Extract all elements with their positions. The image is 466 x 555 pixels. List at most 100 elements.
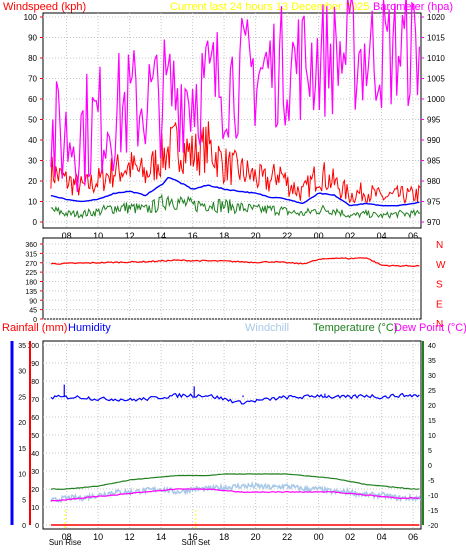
- sunset-label: Sun Set: [182, 538, 211, 547]
- rain-tick-label: 5: [22, 497, 26, 504]
- wind-panel-grid: [43, 13, 421, 228]
- temperature-tick-label: 20: [428, 403, 436, 410]
- rain-tick-label: 0: [22, 523, 26, 530]
- y-left-tick-label: 90: [29, 298, 37, 305]
- wind-panel-series: [50, 0, 421, 220]
- humidity-tick-label: 90: [31, 361, 39, 368]
- humidity-tick-label: 10: [31, 505, 39, 512]
- y-right-tick-label: 985: [427, 157, 441, 166]
- temperature-panel-ticks: 010203040506070809010005101520253035-20-…: [18, 343, 438, 547]
- x-tick-label: 08: [62, 532, 72, 542]
- x-tick-label: 00: [314, 532, 324, 542]
- humidity-tick-label: 80: [31, 379, 39, 386]
- y-left-tick-label: 315: [25, 251, 37, 258]
- temperature-tick-label: 35: [428, 358, 436, 365]
- temperature-tick-label: 25: [428, 388, 436, 395]
- rain-tick-label: 35: [18, 343, 26, 350]
- y-left-tick-label: 90: [28, 34, 37, 43]
- wind-direction-line: [50, 257, 420, 268]
- wind-low-line: [50, 193, 421, 220]
- x-tick-label: 08: [62, 231, 72, 241]
- x-tick-label: 06: [408, 532, 418, 542]
- windspeed-line: [50, 121, 421, 204]
- compass-label: E: [436, 299, 443, 310]
- y-left-tick-label: 270: [25, 261, 37, 268]
- barometer-axis-label: Barometer (hpa): [373, 1, 453, 13]
- compass-label: N: [436, 319, 443, 330]
- temperature-tick-label: 5: [428, 448, 432, 455]
- y-left-tick-label: 60: [28, 95, 37, 104]
- y-right-tick-label: 995: [427, 116, 441, 125]
- y-right-tick-label: 1015: [427, 34, 445, 43]
- windspeed-axis-label: Windspeed (kph): [3, 1, 86, 13]
- compass-label: N: [436, 240, 443, 251]
- humidity-tick-label: 70: [31, 397, 39, 404]
- y-left-tick-label: 80: [28, 54, 37, 63]
- x-tick-label: 18: [219, 532, 229, 542]
- temperature-axis-label: Temperature (°C): [313, 322, 397, 334]
- temperature-tick-label: 15: [428, 418, 436, 425]
- temperature-tick-label: 0: [428, 463, 432, 470]
- temperature-tick-label: 10: [428, 433, 436, 440]
- temperature-tick-label: -20: [428, 523, 438, 530]
- y-right-tick-label: 975: [427, 198, 441, 207]
- x-tick-label: 02: [345, 532, 355, 542]
- x-tick-label: 00: [314, 231, 324, 241]
- y-left-tick-label: 0: [33, 218, 38, 227]
- humidity-tick-label: 60: [31, 415, 39, 422]
- direction-panel-frame: [42, 237, 422, 320]
- y-left-tick-label: 180: [25, 280, 37, 287]
- humidity-tick-label: 0: [35, 523, 39, 530]
- temperature-tick-label: -10: [428, 493, 438, 500]
- humidity-tick-label: 20: [31, 487, 39, 494]
- windchill-line: [50, 480, 422, 504]
- x-tick-label: 14: [156, 532, 166, 542]
- y-left-tick-label: 360: [25, 242, 37, 249]
- x-tick-label: 16: [188, 231, 198, 241]
- y-left-tick-label: 0: [33, 317, 37, 324]
- y-left-tick-label: 50: [28, 116, 37, 125]
- rain-tick-label: 30: [18, 369, 26, 376]
- y-left-tick-label: 40: [28, 136, 37, 145]
- y-right-tick-label: 1005: [427, 75, 445, 84]
- y-right-tick-label: 990: [427, 136, 441, 145]
- x-tick-label: 06: [408, 231, 418, 241]
- x-tick-label: 02: [345, 231, 355, 241]
- y-right-tick-label: 1010: [427, 54, 445, 63]
- wind-average-line: [50, 176, 420, 207]
- y-left-tick-label: 135: [25, 289, 37, 296]
- direction-panel-series: [50, 257, 420, 268]
- temperature-tick-label: -15: [428, 508, 438, 515]
- y-left-tick-label: 30: [28, 157, 37, 166]
- temperature-panel-grid: [43, 341, 421, 529]
- x-tick-label: 18: [219, 231, 229, 241]
- humidity-tick-label: 100: [27, 343, 39, 350]
- x-tick-label: 14: [156, 231, 166, 241]
- temperature-tick-label: 40: [428, 343, 436, 350]
- x-tick-label: 12: [125, 231, 135, 241]
- compass-label: W: [436, 260, 446, 271]
- y-left-tick-label: 225: [25, 270, 37, 277]
- y-right-tick-label: 980: [427, 177, 441, 186]
- x-tick-label: 10: [93, 231, 103, 241]
- y-left-tick-label: 100: [24, 13, 38, 22]
- humidity-tick-label: 30: [31, 469, 39, 476]
- x-tick-label: 22: [282, 231, 292, 241]
- humidity-line: [50, 392, 420, 405]
- rainfall-axis-label: Rainfall (mm): [2, 322, 67, 334]
- compass-label: S: [436, 280, 443, 291]
- y-right-tick-label: 970: [427, 218, 441, 227]
- y-left-tick-label: 45: [29, 308, 37, 315]
- x-tick-label: 12: [125, 532, 135, 542]
- y-right-tick-label: 1020: [427, 13, 445, 22]
- dewpoint-axis-label: Dew Point (°C): [394, 322, 466, 334]
- y-right-tick-label: 1000: [427, 95, 445, 104]
- humidity-tick-label: 40: [31, 451, 39, 458]
- dewpoint-line: [50, 488, 420, 502]
- chart-title: Current last 24 hours 13 December 2025: [170, 1, 369, 13]
- temperature-line: [50, 473, 420, 490]
- x-tick-label: 22: [282, 532, 292, 542]
- temperature-tick-label: -5: [428, 478, 434, 485]
- x-tick-label: 20: [251, 532, 261, 542]
